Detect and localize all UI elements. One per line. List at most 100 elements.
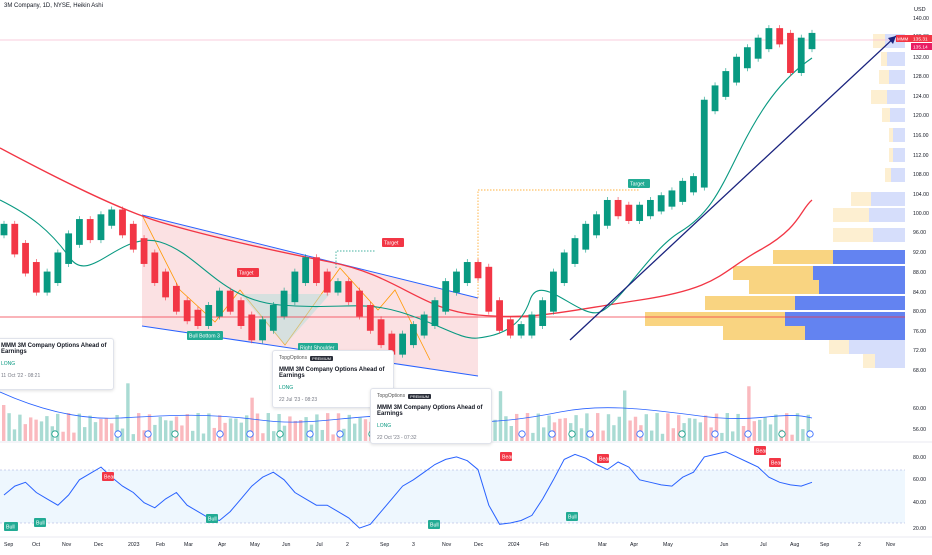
rsi-label-bull-4-bg [428,520,440,529]
volume-bar-139 [752,421,756,441]
vp-down-bar-3 [887,90,905,104]
idea-timestamp-1: 11 Oct '22 - 08:21 [1,373,41,379]
earnings-marker-1 [114,430,122,438]
rsi-label-bear-4: Bear [756,449,767,455]
label-target-1-bg [237,268,259,277]
price-tick-8: 108.00 [913,172,929,178]
price-tick-6: 116.00 [913,133,929,139]
volume-bar-112 [606,414,611,441]
vp-down-bar-15 [785,312,905,326]
candle-body-19 [205,304,213,326]
volume-bar-31 [169,420,173,441]
volume-bar-113 [612,425,616,441]
earnings-marker-17 [636,430,644,438]
volume-bar-28 [153,424,157,441]
price-tick-18: 68.00 [913,368,926,374]
candle-body-56 [603,199,611,226]
candle-body-58 [625,204,633,221]
rsi-label-bear-1: Bear [104,475,115,481]
candle-body-74 [797,37,805,74]
earnings-marker-4 [216,430,224,438]
volume-bar-44 [239,422,243,441]
candle-body-33 [356,290,363,317]
rsi-label-bull-4: Bull [430,523,439,529]
time-tick-23: Aug [790,542,799,548]
candle-body-72 [776,28,784,45]
idea-timestamp-2: 22 Jul '23 - 08:23 [279,397,318,403]
volume-bar-8 [45,416,49,441]
target-dotted-2 [335,250,375,268]
volume-bar-98 [531,432,535,441]
label-target-2-bg [382,238,404,247]
candle-body-32 [345,281,353,303]
candle-body-75 [808,32,816,50]
time-tick-22: Jul [760,542,767,548]
candle-body-60 [647,199,654,217]
earnings-marker-13 [518,430,526,438]
volume-bar-43 [234,418,238,441]
vp-down-bar-8 [871,192,905,206]
candle-body-6 [65,233,73,264]
price-tick-11: 96.00 [913,230,926,236]
volume-bar-59 [320,429,324,441]
volume-bar-24 [131,434,135,441]
volume-bar-123 [666,413,670,441]
time-tick-10: Jul [316,542,323,548]
volume-bar-99 [536,413,540,441]
label-right-shoulder-bg [298,343,338,352]
volume-bar-138 [747,386,751,441]
candle-body-39 [420,314,428,336]
time-tick-20: May [663,542,673,548]
candle-body-1 [11,223,19,255]
candle-body-22 [237,300,245,326]
candle-body-37 [399,333,407,355]
volume-bar-26 [142,430,146,441]
volume-bar-148 [801,429,805,441]
volume-bar-131 [709,427,713,441]
idea-card-3[interactable]: TopgOptions PREMIUM MMM 3M Company Option… [370,388,492,444]
candle-body-0 [0,223,8,236]
idea-headline-3: MMM 3M Company Options Ahead of Earnings [377,405,483,417]
volume-bar-56 [304,417,308,441]
rsi-label-bear-2: Bear [502,455,513,461]
candle-body-13 [140,238,148,264]
price-tick-13: 88.00 [913,270,926,276]
idea-card-1[interactable]: MMM 3M Company Options Ahead of Earnings… [0,338,114,390]
vp-up-bar-7 [885,168,891,182]
candle-body-20 [216,290,223,317]
volume-bar-60 [326,413,330,441]
volume-bar-33 [180,425,184,441]
volume-bar-92 [498,391,503,441]
time-tick-19: Apr [630,542,638,548]
candle-body-61 [657,195,665,212]
channel-upper-line [141,214,479,299]
candle-body-36 [388,333,396,355]
candle-body-17 [183,300,191,322]
idea-direction-3: LONG [377,423,392,429]
candle-body-51 [550,271,557,312]
price-tick-3: 128.00 [913,74,929,80]
vp-down-bar-5 [893,128,905,142]
candle-body-49 [528,314,536,336]
idea-author-3: TopgOptions [377,393,406,399]
time-tick-3: Dec [94,542,104,548]
time-tick-21: Jun [720,542,728,548]
volume-bar-64 [347,414,351,441]
volume-bar-50 [272,431,276,441]
volume-bar-97 [525,413,530,441]
price-badge-last [896,35,932,42]
vp-down-bar-13 [819,280,905,294]
candle-body-21 [226,290,234,312]
price-tick-14: 84.00 [913,290,926,296]
volume-bar-45 [245,415,249,441]
rsi-label-bear-3: Bear [599,457,610,463]
price-tick-4: 124.00 [913,94,929,100]
idea-headline-1: MMM 3M Company Options Ahead of Earnings [1,343,107,355]
candle-body-65 [700,99,708,188]
vp-up-bar-9 [833,208,869,222]
candle-body-2 [22,242,29,274]
candle-body-43 [463,262,471,284]
vp-up-bar-11 [773,250,833,264]
